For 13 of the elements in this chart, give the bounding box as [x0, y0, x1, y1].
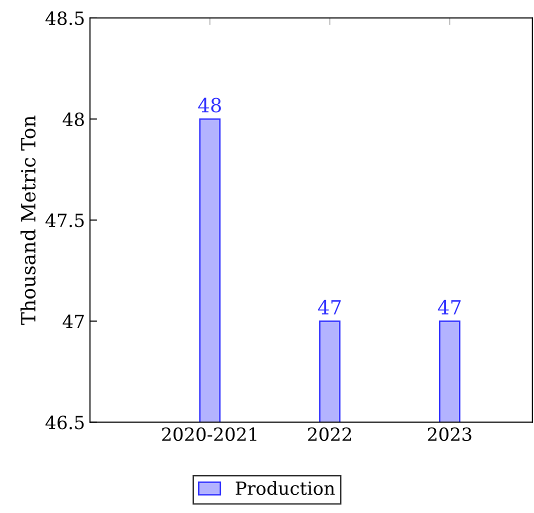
y-tick-label: 48.5	[45, 11, 84, 26]
data-label: 47	[318, 300, 341, 314]
y-tick-label: 46.5	[45, 416, 84, 430]
x-tick-label: 2022	[308, 427, 351, 442]
y-axis-title: Thousand Metric Ton	[20, 116, 36, 325]
y-tick-label: 48	[62, 112, 84, 126]
y-tick-label: 47	[62, 314, 84, 328]
y-tick-label: 47.5	[45, 214, 84, 228]
data-label: 48	[198, 98, 221, 112]
data-label: 47	[438, 300, 461, 314]
x-tick-label: 2020-2021	[162, 427, 256, 442]
x-tick-label: 2023	[428, 427, 472, 442]
legend-label: Production	[236, 481, 335, 496]
